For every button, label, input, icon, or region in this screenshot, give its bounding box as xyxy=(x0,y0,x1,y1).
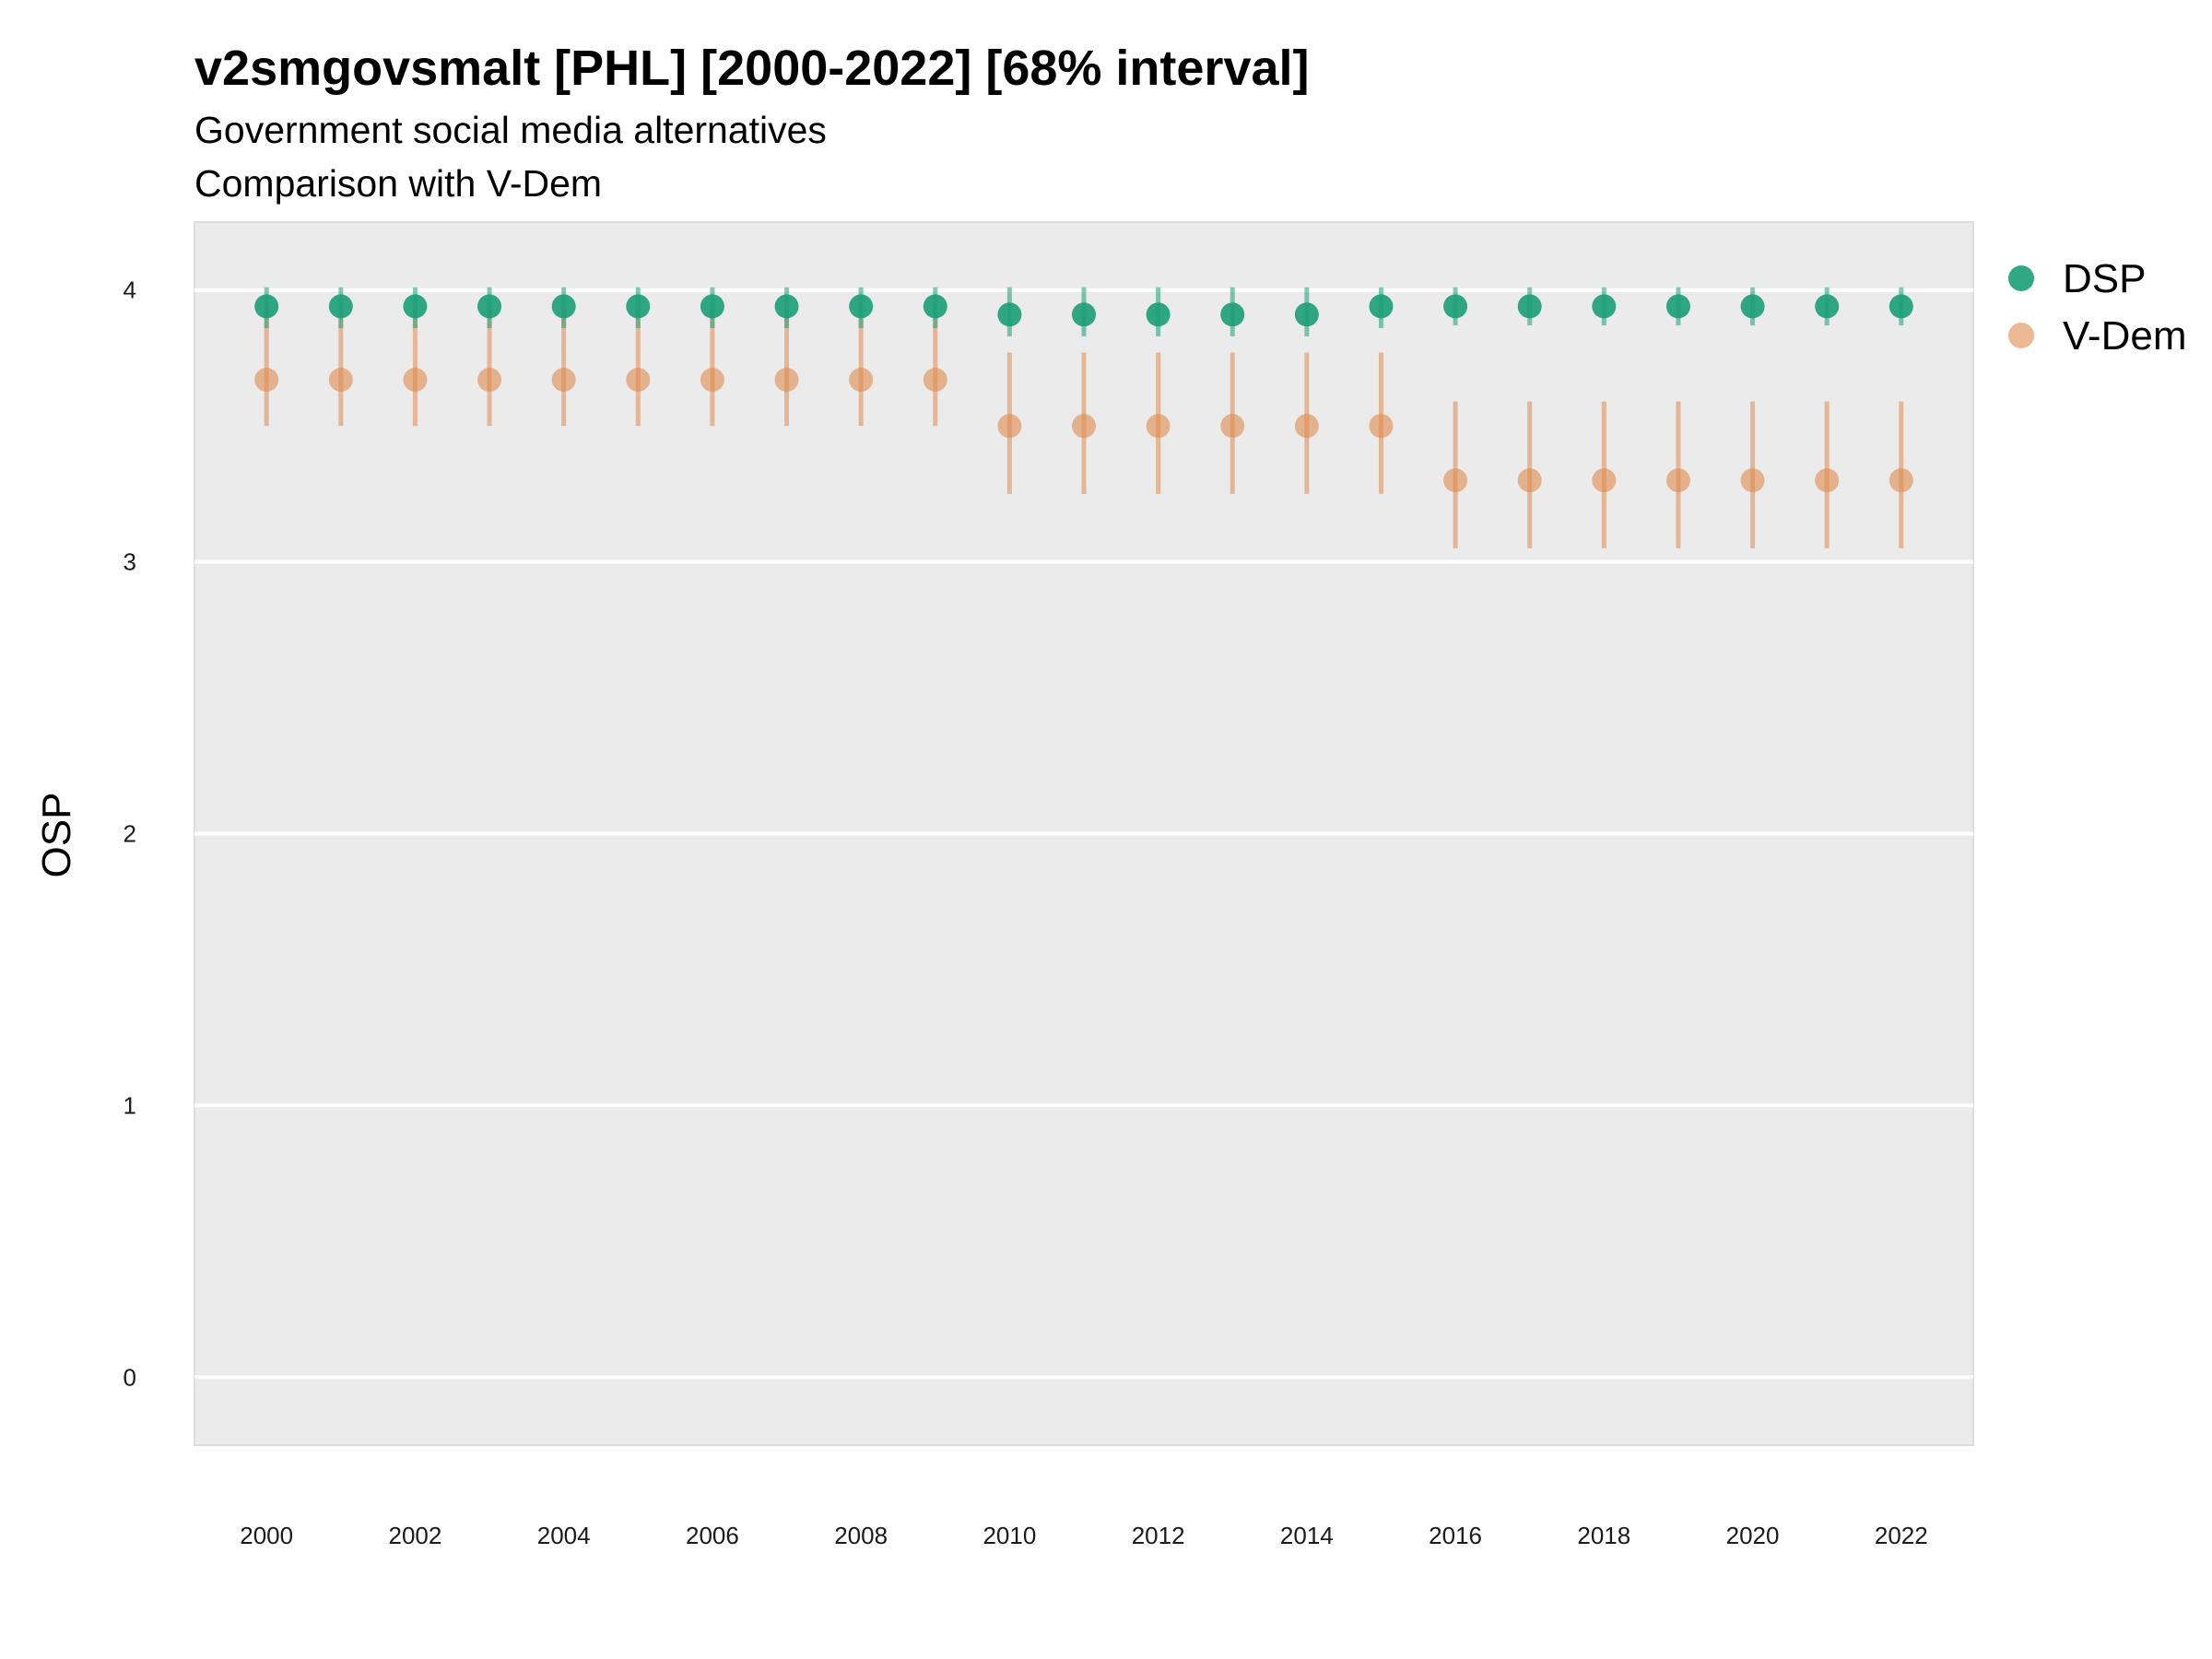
point-dsp xyxy=(477,294,502,319)
point-v-dem xyxy=(774,368,799,393)
point-dsp xyxy=(1443,294,1468,319)
point-dsp xyxy=(1294,302,1319,327)
x-axis-ticks: 2000 2002 2004 2006 2008 2010 2012 2014 2016 2018… xyxy=(240,1522,1927,1549)
point-v-dem xyxy=(700,368,724,393)
point-v-dem xyxy=(1146,414,1171,439)
point-v-dem xyxy=(626,368,651,393)
x-tick-label: 2008 xyxy=(834,1522,888,1549)
x-tick-label: 2006 xyxy=(686,1522,739,1549)
y-tick-label: 1 xyxy=(124,1091,136,1119)
series-dsp xyxy=(254,287,1913,336)
x-tick-label: 2018 xyxy=(1577,1522,1630,1549)
point-v-dem xyxy=(254,368,279,393)
x-tick-label: 2010 xyxy=(982,1522,1036,1549)
y-tick-label: 2 xyxy=(124,820,136,848)
point-dsp xyxy=(774,294,799,319)
point-dsp xyxy=(1072,302,1096,327)
x-tick-label: 2014 xyxy=(1280,1522,1334,1549)
point-v-dem xyxy=(849,368,874,393)
legend-label-dsp: DSP xyxy=(2063,256,2146,301)
y-axis-label: OSP xyxy=(34,793,79,878)
point-dsp xyxy=(254,294,279,319)
point-v-dem xyxy=(1815,468,1840,493)
point-v-dem xyxy=(997,414,1022,439)
point-dsp xyxy=(1369,294,1394,319)
point-v-dem xyxy=(1517,468,1542,493)
point-dsp xyxy=(1592,294,1617,319)
point-v-dem xyxy=(1740,468,1765,493)
point-dsp xyxy=(1517,294,1542,319)
legend-label-v-dem: V-Dem xyxy=(2063,313,2186,359)
point-v-dem xyxy=(1443,468,1468,493)
point-v-dem xyxy=(1369,414,1394,439)
x-tick-label: 2000 xyxy=(240,1522,293,1549)
x-tick-label: 2020 xyxy=(1726,1522,1780,1549)
point-v-dem xyxy=(403,368,428,393)
point-v-dem xyxy=(1665,468,1690,493)
point-v-dem xyxy=(1294,414,1319,439)
y-tick-label: 4 xyxy=(124,276,136,304)
point-dsp xyxy=(1146,302,1171,327)
x-tick-label: 2016 xyxy=(1429,1522,1482,1549)
data-series xyxy=(254,287,1913,548)
x-tick-label: 2012 xyxy=(1132,1522,1185,1549)
chart-caption: Comparison with V-Dem xyxy=(194,162,602,205)
y-axis-ticks: 0 1 2 3 4 xyxy=(124,276,136,1392)
x-tick-label: 2004 xyxy=(537,1522,591,1549)
point-v-dem xyxy=(551,368,576,393)
legend-key-v-dem xyxy=(2008,323,2034,348)
point-v-dem xyxy=(1888,468,1913,493)
point-dsp xyxy=(403,294,428,319)
legend: DSP V-Dem xyxy=(2008,256,2186,359)
series-v-dem xyxy=(254,309,1913,548)
point-dsp xyxy=(1888,294,1913,319)
point-dsp xyxy=(923,294,947,319)
point-v-dem xyxy=(1072,414,1096,439)
point-v-dem xyxy=(328,368,353,393)
point-dsp xyxy=(1665,294,1690,319)
point-dsp xyxy=(849,294,874,319)
chart-title: v2smgovsmalt [PHL] [2000-2022] [68% inte… xyxy=(194,41,1310,96)
point-dsp xyxy=(551,294,576,319)
point-dsp xyxy=(1220,302,1245,327)
legend-key-dsp xyxy=(2008,265,2034,291)
point-dsp xyxy=(328,294,353,319)
point-dsp xyxy=(1815,294,1840,319)
point-v-dem xyxy=(477,368,502,393)
x-tick-label: 2002 xyxy=(389,1522,442,1549)
y-tick-label: 0 xyxy=(124,1363,136,1391)
chart-subtitle: Government social media alternatives xyxy=(194,109,827,151)
point-v-dem xyxy=(923,368,947,393)
y-tick-label: 3 xyxy=(124,548,136,576)
point-dsp xyxy=(1740,294,1765,319)
point-v-dem xyxy=(1592,468,1617,493)
x-tick-label: 2022 xyxy=(1875,1522,1928,1549)
point-v-dem xyxy=(1220,414,1245,439)
point-dsp xyxy=(626,294,651,319)
point-dsp xyxy=(997,302,1022,327)
point-dsp xyxy=(700,294,724,319)
